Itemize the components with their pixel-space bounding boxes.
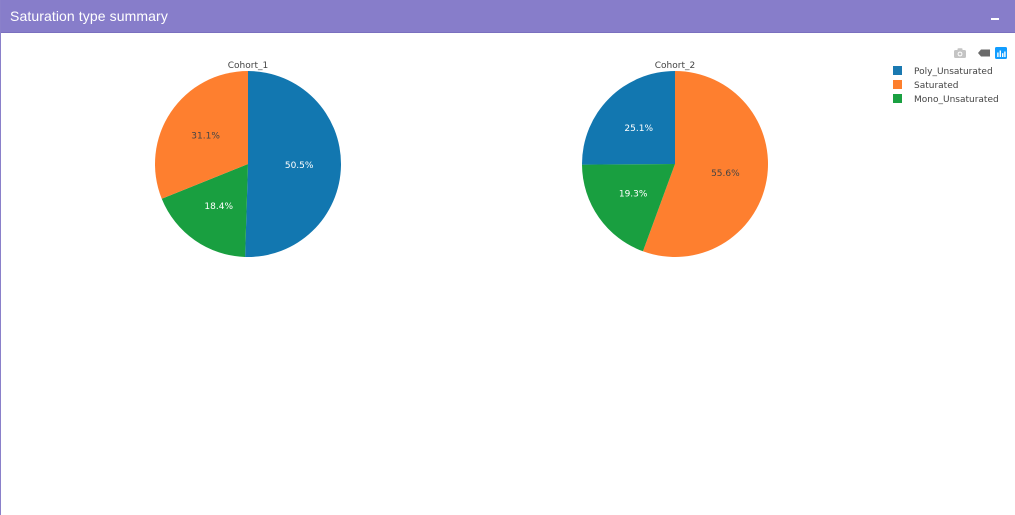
legend-label-3: Mono_Unsaturated [914, 95, 999, 105]
pie-label-1-2: 18.4% [204, 202, 233, 212]
pie-slice-2-poly-unsaturated [582, 71, 675, 165]
legend-swatch-1 [893, 66, 902, 75]
pie-charts: 50.5% 18.4% 31.1% Cohort_1 55.6% 19.3% 25.1% Co… [155, 61, 999, 257]
panel-title: Saturation type summary [10, 8, 168, 24]
pie-label-2-3: 25.1% [624, 124, 653, 134]
pie-label-1-3: 31.1% [191, 131, 220, 141]
minus-icon [991, 18, 999, 20]
pie-label-2-2: 19.3% [619, 189, 648, 199]
pie-title-1: Cohort_1 [228, 61, 268, 71]
camera-icon[interactable] [953, 44, 967, 58]
pie-label-2-1: 55.6% [711, 169, 740, 179]
pie-slice-1-saturated [155, 71, 248, 199]
pie-slice-1-poly-unsaturated [245, 71, 341, 257]
legend-label-2: Saturated [914, 81, 958, 91]
legend-swatch-2 [893, 80, 902, 89]
pie-title-2: Cohort_2 [655, 61, 695, 71]
panel-header: Saturation type summary [1, 0, 1015, 33]
pie-label-1-1: 50.5% [285, 161, 314, 171]
zoom-back-icon[interactable] [977, 44, 991, 57]
plotly-logo-icon[interactable] [995, 44, 1009, 59]
pie-slice-1-mono-unsaturated [161, 164, 248, 257]
pie-slice-2-mono-unsaturated [582, 164, 675, 252]
legend-swatch-3 [893, 94, 902, 103]
collapse-button[interactable] [988, 9, 1002, 23]
plot-modebar [937, 44, 1009, 59]
pie-slice-2-saturated [642, 71, 768, 257]
legend-label-1: Poly_Unsaturated [914, 67, 993, 77]
